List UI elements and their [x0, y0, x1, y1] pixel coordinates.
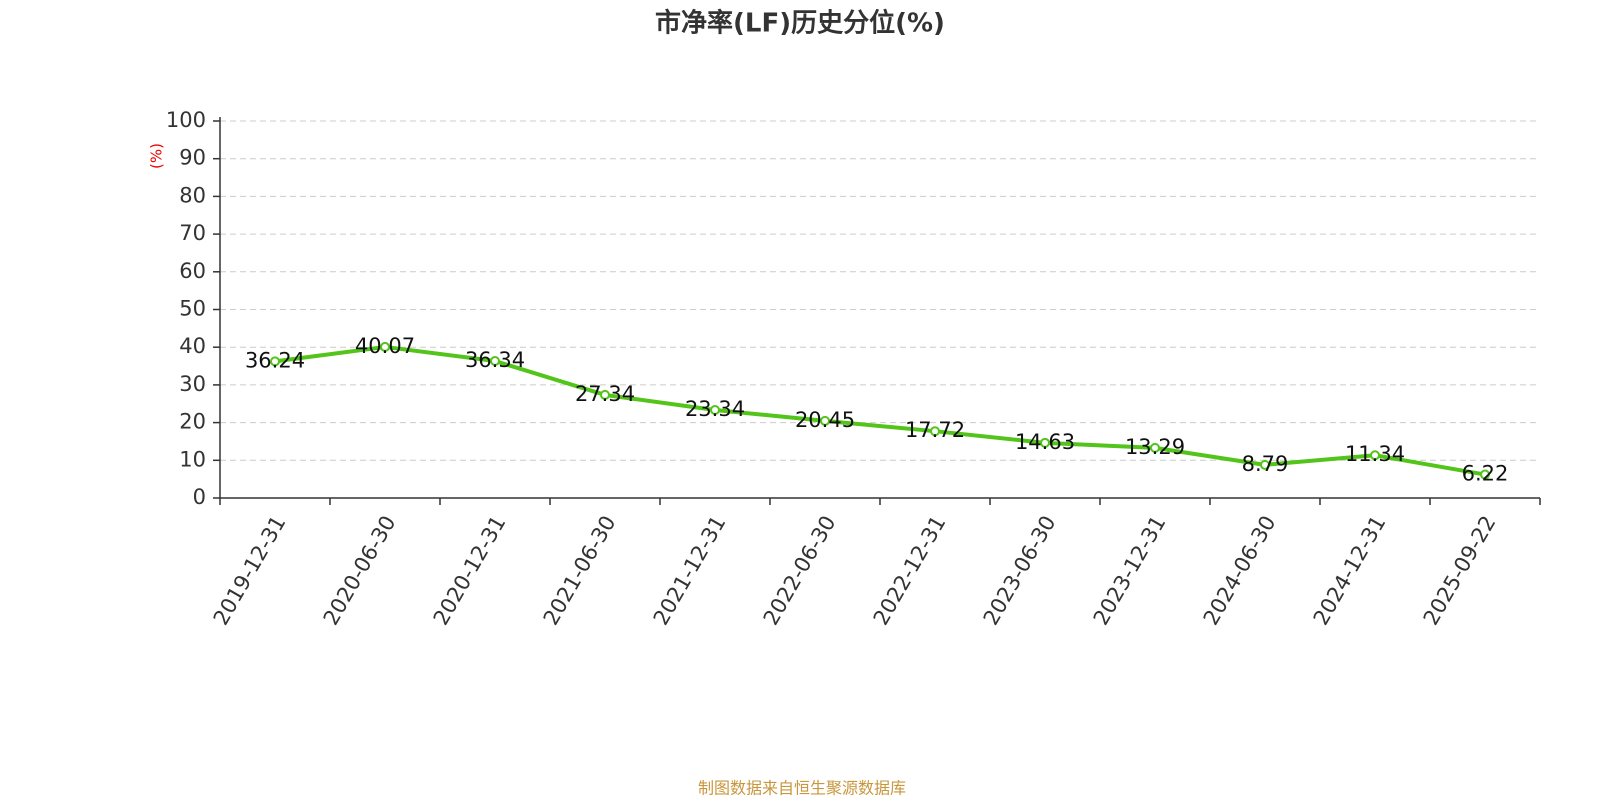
y-tick-label: 20 [179, 410, 206, 434]
x-tick-label: 2023-06-30 [979, 512, 1061, 630]
data-point [820, 415, 830, 426]
x-tick-label: 2022-12-31 [869, 512, 951, 630]
x-tick-label: 2019-12-31 [209, 512, 291, 630]
y-tick-label: 80 [179, 183, 206, 207]
data-point [1370, 450, 1380, 461]
data-point [1150, 442, 1160, 453]
x-tick-label: 2021-12-31 [649, 512, 731, 630]
x-tick-label: 2023-12-31 [1089, 512, 1171, 630]
y-tick-label: 0 [193, 485, 206, 509]
chart-title: 市净率(LF)历史分位(%) [655, 8, 945, 39]
x-tick-label: 2021-06-30 [539, 512, 621, 630]
data-point [930, 426, 940, 437]
data-label: 13.29 [1125, 435, 1185, 459]
x-tick-label: 2025-09-22 [1419, 512, 1501, 630]
data-label: 11.34 [1345, 442, 1405, 466]
data-line [274, 344, 1486, 477]
data-point [600, 389, 610, 400]
y-tick-label: 40 [179, 334, 206, 358]
x-tick-label: 2022-06-30 [759, 512, 841, 630]
data-label: 23.34 [685, 397, 745, 421]
y-tick-label: 50 [179, 297, 206, 321]
x-tick-label: 2024-12-31 [1309, 512, 1391, 630]
y-tick-label: 60 [179, 259, 206, 283]
y-tick-label: 10 [179, 447, 206, 471]
data-label: 40.07 [355, 334, 415, 358]
x-tick-label: 2024-06-30 [1199, 512, 1281, 630]
data-label: 36.24 [245, 348, 305, 372]
data-label: 8.79 [1242, 452, 1289, 476]
data-label: 17.72 [905, 418, 965, 442]
data-point [1260, 459, 1270, 470]
data-label: 27.34 [575, 382, 635, 406]
x-tick-label: 2020-12-31 [429, 512, 511, 630]
y-tick-label: 90 [179, 146, 206, 170]
data-point [710, 405, 720, 416]
y-axis-label: (%) [148, 143, 166, 169]
y-tick-label: 30 [179, 372, 206, 396]
source-note: 制图数据来自恒生聚源数据库 [698, 779, 906, 798]
data-label: 14.63 [1015, 430, 1075, 454]
data-point [490, 355, 500, 366]
y-tick-label: 70 [179, 221, 206, 245]
data-label: 36.34 [465, 348, 525, 372]
data-point [380, 341, 390, 352]
data-point [270, 356, 280, 367]
data-label: 6.22 [1462, 462, 1509, 486]
data-label: 20.45 [795, 408, 855, 432]
x-tick-label: 2020-06-30 [319, 512, 401, 630]
data-point [1040, 437, 1050, 448]
y-tick-label: 100 [166, 108, 206, 132]
data-point [1480, 469, 1490, 480]
